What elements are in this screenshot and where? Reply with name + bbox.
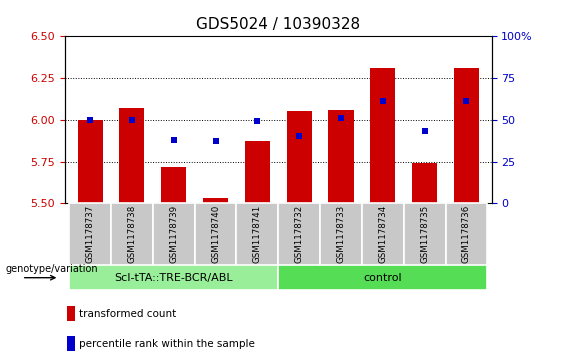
Title: GDS5024 / 10390328: GDS5024 / 10390328 [196, 17, 360, 32]
Bar [370, 68, 395, 203]
Text: GSM1178741: GSM1178741 [253, 205, 262, 263]
Text: transformed count: transformed count [79, 309, 176, 319]
Point [295, 134, 304, 139]
Text: percentile rank within the sample: percentile rank within the sample [79, 339, 254, 349]
Bar [404, 203, 446, 265]
Text: GSM1178740: GSM1178740 [211, 205, 220, 263]
Bar [161, 167, 186, 203]
Text: GSM1178734: GSM1178734 [379, 205, 388, 263]
Bar [412, 163, 437, 203]
Text: GSM1178733: GSM1178733 [337, 205, 345, 263]
Point [420, 129, 429, 134]
Text: GSM1178732: GSM1178732 [295, 205, 303, 263]
Bar [286, 111, 312, 203]
Text: ScI-tTA::TRE-BCR/ABL: ScI-tTA::TRE-BCR/ABL [114, 273, 233, 283]
Bar [446, 203, 488, 265]
Bar [194, 203, 236, 265]
Point [253, 119, 262, 125]
Bar [67, 336, 75, 351]
Text: GSM1178735: GSM1178735 [420, 205, 429, 263]
Text: control: control [363, 273, 402, 283]
Bar [67, 306, 75, 321]
Bar [279, 203, 320, 265]
Point [337, 115, 346, 121]
Bar [119, 108, 145, 203]
Bar [69, 265, 279, 290]
Bar [236, 203, 279, 265]
Point [211, 139, 220, 144]
Bar [69, 203, 111, 265]
Text: GSM1178738: GSM1178738 [127, 205, 136, 263]
Text: GSM1178737: GSM1178737 [85, 205, 94, 263]
Point [462, 98, 471, 104]
Bar [328, 110, 354, 203]
Bar [245, 142, 270, 203]
Bar [77, 120, 103, 203]
Bar [279, 265, 488, 290]
Point [169, 137, 178, 143]
Point [127, 117, 136, 123]
Bar [454, 68, 479, 203]
Bar [153, 203, 194, 265]
Bar [111, 203, 153, 265]
Text: GSM1178736: GSM1178736 [462, 205, 471, 263]
Bar [320, 203, 362, 265]
Text: GSM1178739: GSM1178739 [169, 205, 178, 263]
Point [85, 117, 94, 123]
Point [379, 98, 388, 104]
Text: genotype/variation: genotype/variation [6, 264, 98, 274]
Bar [203, 198, 228, 203]
Bar [362, 203, 404, 265]
